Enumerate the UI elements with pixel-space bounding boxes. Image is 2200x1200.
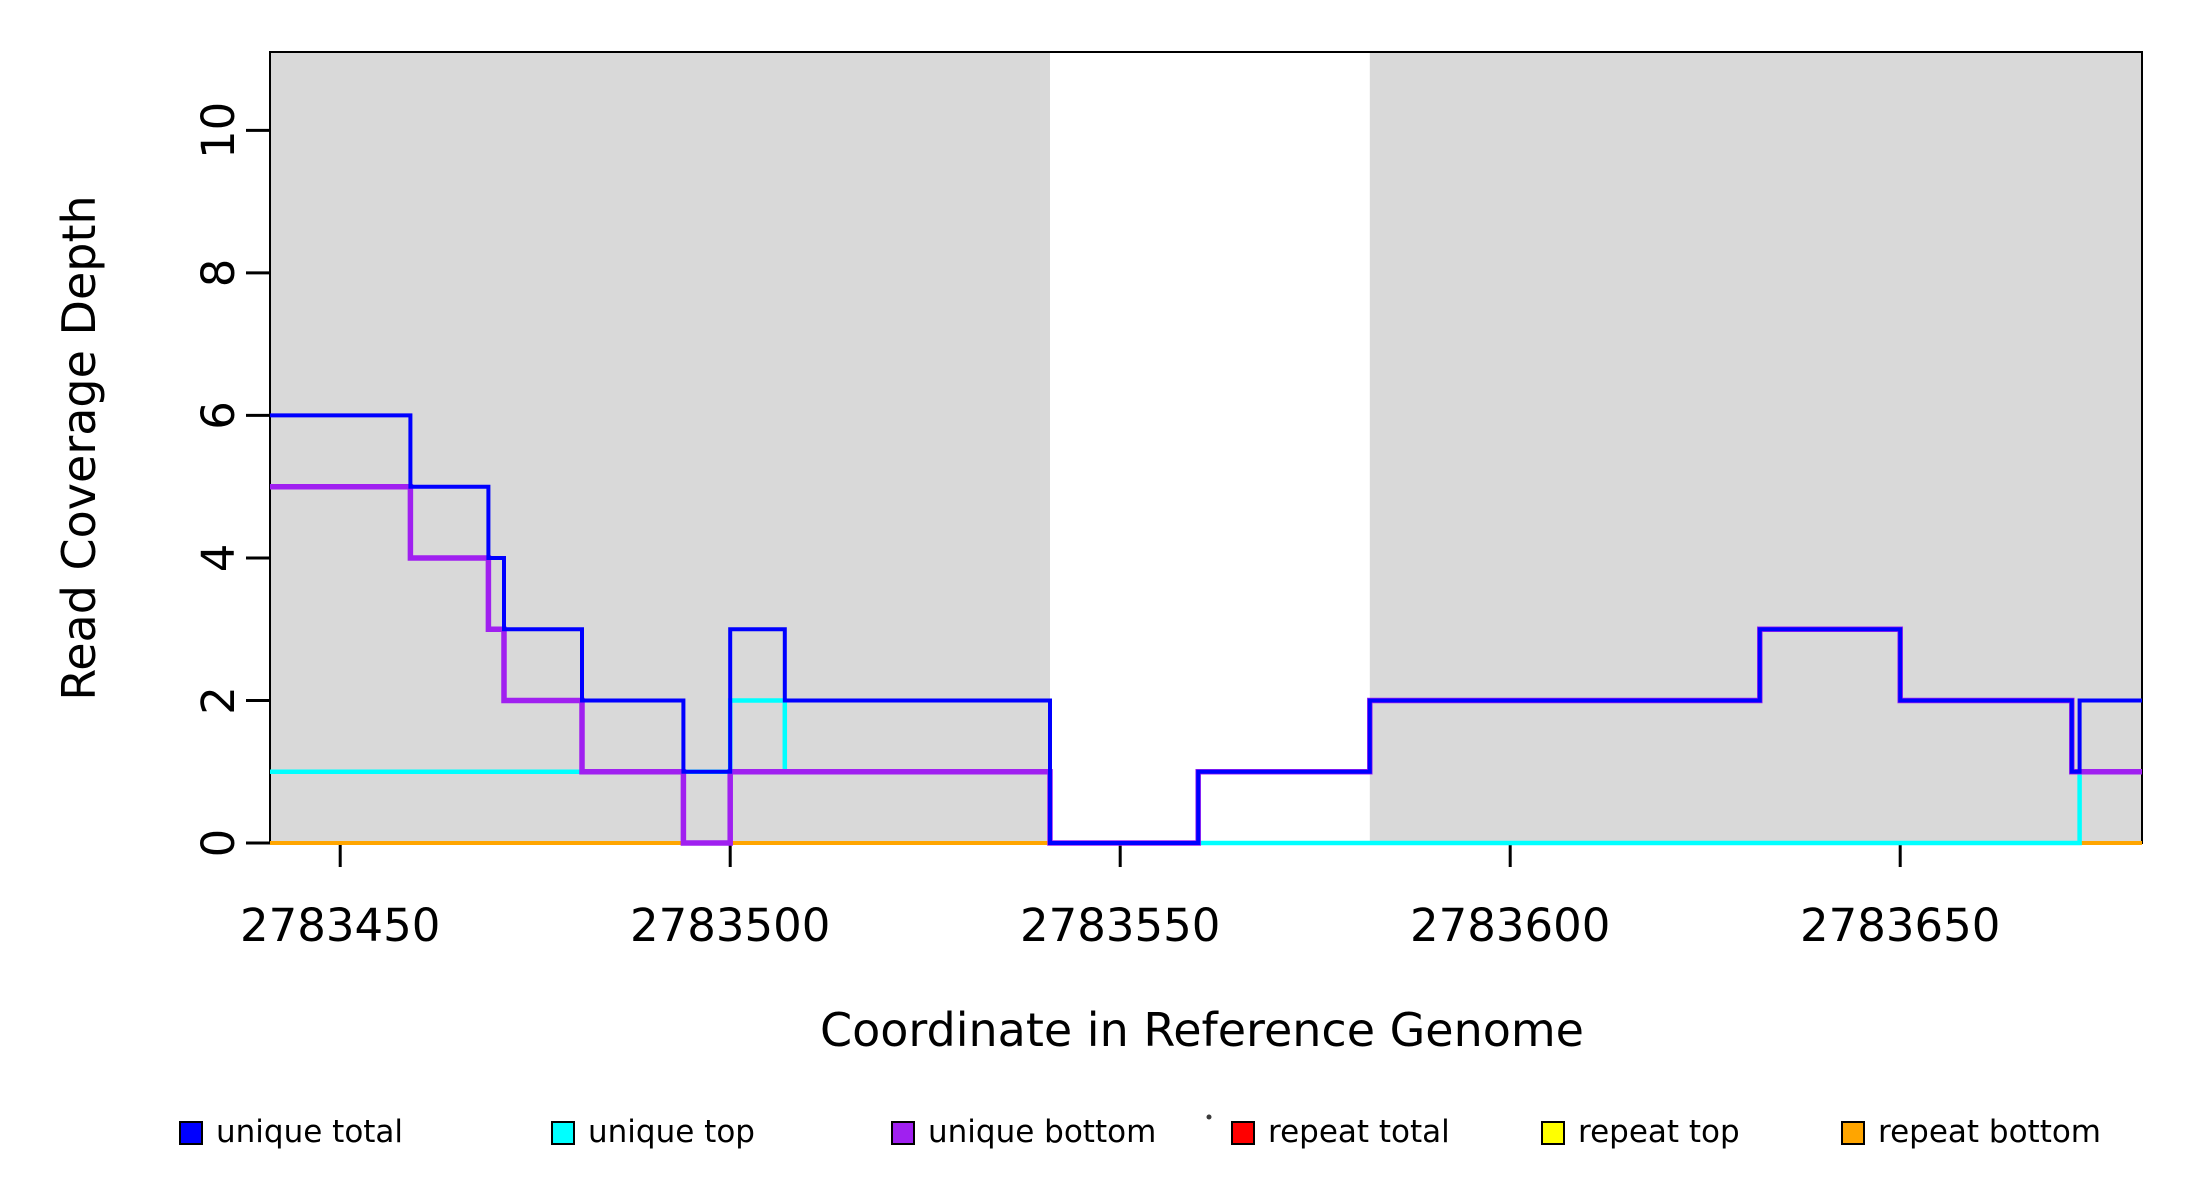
axis-titles: Coordinate in Reference Genome Read Cover… xyxy=(52,195,1584,1057)
series-line-unique-total xyxy=(270,413,2142,845)
y-tick-label-1: 2 xyxy=(192,686,245,715)
x-axis-title: Coordinate in Reference Genome xyxy=(820,1003,1584,1057)
legend-label-unique-top: unique top xyxy=(588,1114,755,1150)
x-tick-label-3: 2783600 xyxy=(1410,899,1610,952)
axis-ticks xyxy=(246,128,1902,867)
y-tick-label-3: 6 xyxy=(192,401,245,430)
legend-label-repeat-bottom: repeat bottom xyxy=(1878,1114,2101,1150)
stray-dot-artifact xyxy=(1206,1114,1212,1120)
y-axis-title: Read Coverage Depth xyxy=(52,195,106,700)
legend-swatch-unique-total xyxy=(179,1121,203,1145)
legend-swatch-repeat-bottom xyxy=(1841,1121,1865,1145)
x-tick-label-0: 2783450 xyxy=(240,899,440,952)
axis-tick-labels: 2783450 2783500 2783550 2783600 2783650 0 2 4 6 8… xyxy=(192,102,2000,952)
x-tick-label-4: 2783650 xyxy=(1800,899,2000,952)
y-tick-label-2: 4 xyxy=(192,544,245,573)
shaded-region-1 xyxy=(1369,52,2142,843)
legend-swatch-unique-bottom xyxy=(891,1121,915,1145)
legend-label-unique-total: unique total xyxy=(216,1114,403,1150)
y-tick-label-4: 8 xyxy=(192,259,245,288)
y-tick-label-5: 10 xyxy=(192,102,245,159)
y-tick-label-0: 0 xyxy=(192,829,245,858)
legend-label-repeat-top: repeat top xyxy=(1578,1114,1740,1150)
legend-swatch-repeat-total xyxy=(1231,1121,1255,1145)
legend-swatch-unique-top xyxy=(551,1121,575,1145)
legend-label-repeat-total: repeat total xyxy=(1268,1114,1450,1150)
series-lines xyxy=(270,413,2142,846)
shaded-regions xyxy=(270,52,2142,843)
legend-label-unique-bottom: unique bottom xyxy=(928,1114,1156,1150)
x-tick-label-1: 2783500 xyxy=(630,899,830,952)
legend-swatch-repeat-top xyxy=(1541,1121,1565,1145)
shaded-region-0 xyxy=(270,52,1050,843)
legend: unique total unique top unique bottom repea… xyxy=(179,1114,2101,1150)
x-tick-label-2: 2783550 xyxy=(1020,899,1220,952)
